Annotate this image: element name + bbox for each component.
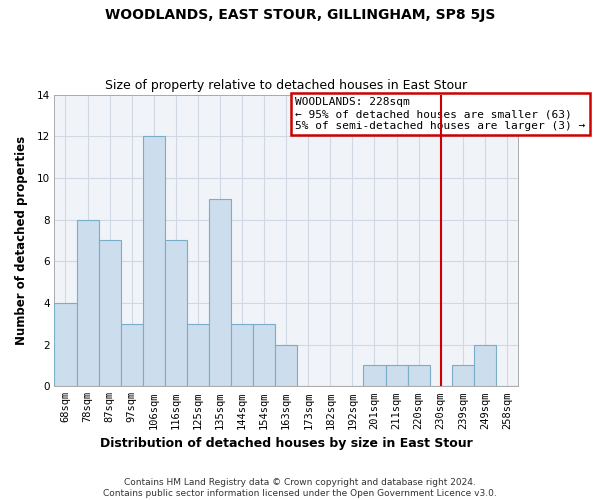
Bar bbox=[452, 366, 474, 386]
Bar bbox=[407, 366, 430, 386]
Text: WOODLANDS, EAST STOUR, GILLINGHAM, SP8 5JS: WOODLANDS, EAST STOUR, GILLINGHAM, SP8 5… bbox=[105, 8, 495, 22]
Text: WOODLANDS: 228sqm
← 95% of detached houses are smaller (63)
5% of semi-detached : WOODLANDS: 228sqm ← 95% of detached hous… bbox=[295, 98, 586, 130]
Bar bbox=[165, 240, 187, 386]
Bar bbox=[209, 199, 231, 386]
Y-axis label: Number of detached properties: Number of detached properties bbox=[15, 136, 28, 345]
Bar bbox=[98, 240, 121, 386]
Bar bbox=[364, 366, 386, 386]
Bar bbox=[253, 324, 275, 386]
X-axis label: Distribution of detached houses by size in East Stour: Distribution of detached houses by size … bbox=[100, 437, 473, 450]
Title: Size of property relative to detached houses in East Stour: Size of property relative to detached ho… bbox=[105, 79, 467, 92]
Bar bbox=[121, 324, 143, 386]
Text: Contains HM Land Registry data © Crown copyright and database right 2024.
Contai: Contains HM Land Registry data © Crown c… bbox=[103, 478, 497, 498]
Bar bbox=[231, 324, 253, 386]
Bar bbox=[77, 220, 98, 386]
Bar bbox=[386, 366, 407, 386]
Bar bbox=[55, 303, 77, 386]
Bar bbox=[143, 136, 165, 386]
Bar bbox=[275, 344, 297, 387]
Bar bbox=[474, 344, 496, 387]
Bar bbox=[187, 324, 209, 386]
